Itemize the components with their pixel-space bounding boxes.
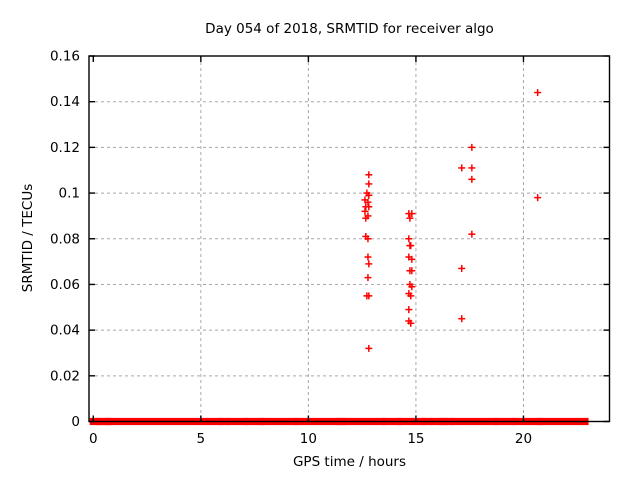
- x-tick-label: 10: [300, 431, 317, 447]
- x-tick-label: 0: [89, 431, 98, 447]
- y-axis-title: SRMTID / TECUs: [20, 183, 36, 293]
- y-tick-label: 0.08: [50, 231, 80, 247]
- x-axis-title: GPS time / hours: [292, 454, 407, 470]
- x-tick-label: 5: [197, 431, 206, 447]
- chart-title: Day 054 of 2018, SRMTID for receiver alg…: [205, 21, 494, 37]
- y-tick-label: 0.14: [50, 94, 80, 110]
- x-tick-label: 20: [515, 431, 532, 447]
- y-tick-label: 0: [71, 414, 80, 430]
- y-tick-label: 0.04: [50, 323, 80, 339]
- y-tick-label: 0.1: [59, 186, 80, 202]
- y-tick-label: 0.12: [50, 140, 80, 156]
- y-tick-label: 0.02: [50, 368, 80, 384]
- y-tick-label: 0.06: [50, 277, 80, 293]
- y-tick-label: 0.16: [50, 49, 80, 65]
- x-tick-label: 15: [407, 431, 424, 447]
